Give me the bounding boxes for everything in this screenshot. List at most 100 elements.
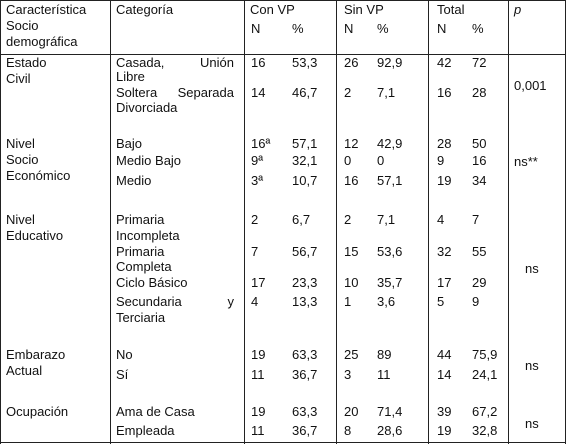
category-cell-cont: Libre [116,69,145,84]
tot-n: 19 [437,173,452,188]
tot-n: 5 [437,294,445,309]
p-value: ns [525,358,539,373]
category-cell: Casada, Unión [116,56,234,70]
sin-pct: 3,6 [377,294,396,309]
row-label: Nivel [6,212,35,227]
tot-pct: 24,1 [472,367,498,382]
p-value: ns** [514,154,538,169]
category-cell: Primaria [116,212,165,227]
category-cell: Empleada [116,423,175,438]
con-pct: 6,7 [292,212,311,227]
col-divider-4 [428,0,429,444]
header-caracteristica-2: Socio [6,18,39,33]
con-n: 19 [251,404,266,419]
con-n: 4 [251,294,259,309]
category-cell-cont: Incompleta [116,228,180,243]
category-cell: Bajo [116,136,143,151]
sin-n: 25 [344,347,359,362]
header-con-pct: % [292,21,304,36]
tot-n: 14 [437,367,452,382]
tot-n: 39 [437,404,452,419]
sin-pct: 11 [377,367,391,382]
tot-pct: 34 [472,173,487,188]
con-pct: 63,3 [292,347,318,362]
category-word: Casada, [116,55,165,70]
row-label: Actual [6,363,43,378]
sin-n: 2 [344,212,352,227]
sin-n: 2 [344,85,352,100]
con-pct: 10,7 [292,173,318,188]
category-cell-cont: Completa [116,259,172,274]
row-label: Educativo [6,228,64,243]
sin-n: 3 [344,367,352,382]
sin-pct: 89 [377,347,392,362]
sin-pct: 53,6 [377,244,403,259]
con-pct: 23,3 [292,275,318,290]
con-n: 16 [251,55,266,70]
col-divider-2 [244,0,245,444]
con-pct: 36,7 [292,423,318,438]
tot-pct: 75,9 [472,347,498,362]
header-sin-pct: % [377,21,389,36]
header-caracteristica-1: Característica [6,2,87,17]
con-pct: 63,3 [292,404,318,419]
sin-n: 26 [344,55,359,70]
sin-n: 0 [344,153,352,168]
sin-pct: 92,9 [377,55,403,70]
tot-pct: 72 [472,55,487,70]
row-label: Embarazo [6,347,66,362]
con-pct: 36,7 [292,367,318,382]
sin-n: 20 [344,404,359,419]
row-label: Nivel [6,136,35,151]
row-label: Ocupación [6,404,69,419]
category-cell: Primaria [116,244,165,259]
con-n: 7 [251,244,259,259]
tot-n: 42 [437,55,452,70]
sin-pct: 71,4 [377,404,403,419]
tot-pct: 50 [472,136,487,151]
con-pct: 32,1 [292,153,318,168]
con-n: 19 [251,347,266,362]
con-n: 17 [251,275,266,290]
category-cell: Medio Bajo [116,153,182,168]
header-p: p [514,2,522,17]
tot-n: 9 [437,153,445,168]
tot-pct: 55 [472,244,487,259]
header-con-vp: Con VP [250,2,295,17]
category-word: Unión [200,55,234,70]
header-tot-pct: % [472,21,484,36]
header-sin-n: N [344,21,354,36]
category-cell: Ama de Casa [116,404,195,419]
p-value: ns [525,261,539,276]
con-n: 11 [251,423,265,438]
sin-pct: 42,9 [377,136,403,151]
tot-n: 17 [437,275,452,290]
header-caracteristica-3: demográfica [6,34,78,49]
sin-n: 10 [344,275,359,290]
category-word: Separada [177,85,234,100]
con-n: 2 [251,212,259,227]
category-cell-cont: Terciaria [116,310,166,325]
con-pct: 13,3 [292,294,318,309]
con-n: 16ª [251,136,271,151]
tot-pct: 67,2 [472,404,498,419]
category-cell: Medio [116,173,152,188]
row-label: Estado [6,55,47,70]
sin-pct: 7,1 [377,212,396,227]
con-n: 3ª [251,173,264,188]
tot-n: 44 [437,347,452,362]
sin-pct: 35,7 [377,275,403,290]
tot-pct: 28 [472,85,487,100]
header-bottom-rule [0,54,566,55]
con-pct: 56,7 [292,244,318,259]
con-pct: 53,3 [292,55,318,70]
sin-n: 16 [344,173,359,188]
con-n: 9ª [251,153,264,168]
category-cell: Soltera Separada [116,86,234,100]
sin-pct: 0 [377,153,385,168]
table-left-border [0,0,1,444]
tot-n: 28 [437,136,452,151]
tot-n: 19 [437,423,452,438]
tot-n: 4 [437,212,445,227]
row-label: Económico [6,168,71,183]
